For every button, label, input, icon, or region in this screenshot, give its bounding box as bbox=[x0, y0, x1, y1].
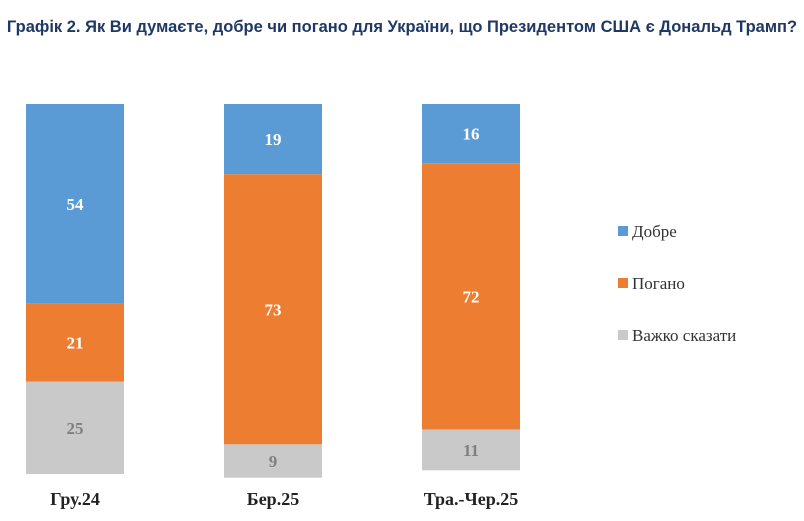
data-label: 16 bbox=[463, 125, 480, 144]
data-label: 54 bbox=[67, 195, 85, 214]
legend-label: Важко сказати bbox=[632, 326, 736, 345]
bar-segment bbox=[26, 104, 124, 304]
bar-segment bbox=[422, 163, 520, 430]
category-labels-layer: Гру.24 Бер.25 Тра.-Чер.25 bbox=[50, 489, 518, 509]
bar-segment bbox=[224, 444, 322, 478]
data-label: 73 bbox=[265, 300, 282, 319]
bar-segment bbox=[422, 429, 520, 471]
data-label: 25 bbox=[67, 419, 84, 438]
legend-swatch bbox=[618, 226, 628, 236]
data-label: 72 bbox=[463, 287, 480, 306]
data-label: 11 bbox=[463, 441, 479, 460]
category-label: Тра.-Чер.25 bbox=[424, 489, 519, 509]
legend-swatch bbox=[618, 330, 628, 340]
bar-segment bbox=[422, 104, 520, 164]
legend-label: Добре bbox=[632, 222, 677, 241]
legend-label: Погано bbox=[632, 274, 685, 293]
data-label: 19 bbox=[265, 130, 282, 149]
data-label: 9 bbox=[269, 452, 278, 471]
bar-segment bbox=[26, 303, 124, 382]
category-label: Бер.25 bbox=[247, 489, 299, 509]
bars-layer bbox=[26, 104, 520, 478]
bar-segment bbox=[224, 104, 322, 175]
bar-segment bbox=[224, 174, 322, 445]
chart-title: Графік 2. Як Ви думаєте, добре чи погано… bbox=[6, 18, 798, 36]
legend-swatch bbox=[618, 278, 628, 288]
legend: Добре Погано Важко сказати bbox=[618, 222, 736, 345]
data-labels-layer: 54 21 25 19 73 9 16 72 11 bbox=[67, 125, 480, 471]
data-label: 21 bbox=[67, 334, 84, 353]
category-label: Гру.24 bbox=[50, 489, 100, 509]
bar-segment bbox=[26, 381, 124, 474]
